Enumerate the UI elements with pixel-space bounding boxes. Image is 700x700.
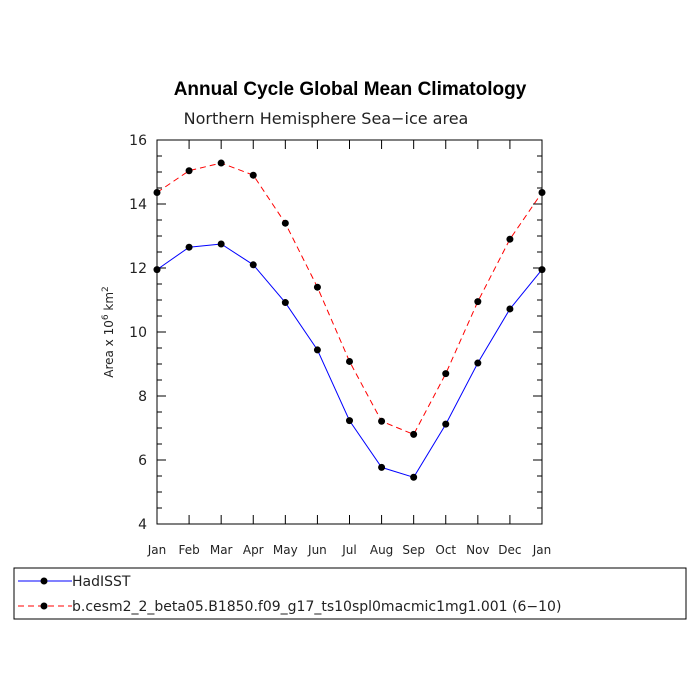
data-point-series-0 [474, 359, 482, 367]
data-point-series-1 [442, 370, 450, 378]
data-point-series-0 [249, 261, 257, 269]
data-point-series-1 [313, 283, 321, 291]
chart-title: Annual Cycle Global Mean Climatology [174, 79, 527, 100]
y-tick-label: 16 [129, 133, 147, 149]
data-point-series-0 [346, 417, 353, 425]
data-point-series-1 [281, 219, 289, 227]
y-tick-label: 4 [138, 517, 147, 533]
x-tick-label: Jan [532, 543, 552, 557]
y-tick-label: 14 [129, 197, 147, 213]
x-tick-label: Oct [435, 543, 456, 557]
plot-axes: 4 6 8 10 12 14 16 Jan Feb Mar Apr May Jun Jul Aug Sep Oc… [129, 133, 551, 557]
data-point-series-1 [153, 188, 161, 196]
legend: HadISST b.cesm2_2_beta05.B1850.f09_g17_t… [13, 567, 687, 620]
chart-subtitle: Northern Hemisphere Sea−ice area [184, 109, 469, 128]
data-point-series-0 [313, 346, 321, 354]
series-line-1 [156, 162, 543, 436]
x-tick-label: Dec [498, 543, 521, 557]
data-point-series-0 [442, 420, 450, 428]
data-point-series-1 [185, 167, 193, 175]
data-point-series-0 [281, 299, 289, 307]
data-point-series-0 [538, 266, 546, 274]
x-tick-label: Jan [147, 543, 167, 557]
y-axis-label-unit-exponent: 2 [101, 286, 111, 292]
y-axis-label-unit: km [102, 292, 116, 314]
data-point-series-1 [474, 298, 482, 306]
data-point-series-0 [378, 463, 386, 471]
y-axis-label-prefix: Area x 10 [102, 320, 116, 378]
y-tick-label: 12 [129, 261, 147, 277]
data-point-series-0 [217, 240, 225, 248]
x-tick-label: Apr [243, 543, 264, 557]
data-point-series-0 [410, 473, 418, 481]
plot-series [153, 159, 546, 481]
x-tick-label: Feb [178, 543, 199, 557]
data-point-series-1 [506, 235, 514, 243]
legend-box [13, 567, 687, 620]
legend-label-cesm: b.cesm2_2_beta05.B1850.f09_g17_ts10spl0m… [72, 599, 561, 615]
data-point-series-0 [506, 305, 514, 313]
plot-frame [156, 139, 543, 525]
x-tick-label: Jul [341, 543, 356, 557]
data-point-series-1 [410, 430, 418, 438]
data-point-series-0 [153, 266, 161, 274]
data-point-series-1 [217, 159, 225, 167]
data-point-series-1 [538, 188, 546, 196]
legend-label-hadisst: HadISST [72, 574, 131, 590]
legend-marker-hadisst [40, 577, 48, 585]
data-point-series-0 [185, 243, 193, 251]
data-point-series-1 [346, 357, 353, 365]
y-tick-label: 8 [138, 389, 147, 405]
y-tick-label: 6 [138, 453, 147, 469]
legend-marker-cesm [40, 602, 48, 610]
y-axis-label-exponent: 6 [101, 314, 111, 320]
data-point-series-1 [249, 171, 257, 179]
x-tick-label: May [273, 543, 298, 557]
x-tick-label: Mar [210, 543, 233, 557]
x-tick-label: Jun [307, 543, 327, 557]
y-axis-label: Area x 106 km2 [101, 286, 116, 378]
y-tick-label: 10 [129, 325, 147, 341]
data-point-series-1 [378, 417, 386, 425]
x-tick-label: Aug [370, 543, 393, 557]
x-tick-label: Nov [466, 543, 489, 557]
x-tick-label: Sep [402, 543, 425, 557]
